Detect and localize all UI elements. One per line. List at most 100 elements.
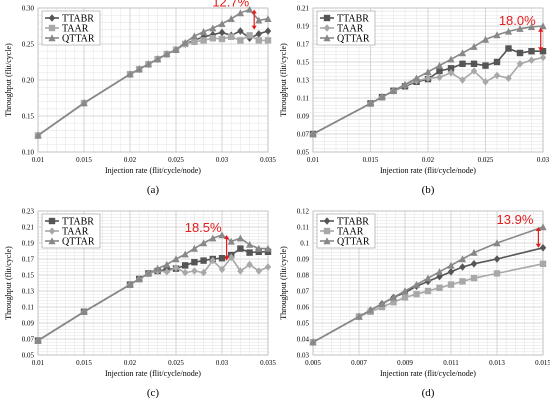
data-point — [200, 239, 208, 247]
data-point — [528, 56, 535, 64]
data-point — [389, 293, 398, 301]
y-tick-label: 0.08 — [297, 272, 310, 280]
data-point — [539, 53, 547, 62]
data-point — [218, 265, 226, 274]
legend-label: TAAR — [337, 24, 364, 35]
data-point — [505, 45, 512, 52]
data-point — [209, 35, 216, 42]
data-point — [255, 37, 262, 44]
legend-marker — [323, 217, 331, 225]
data-point — [209, 234, 217, 242]
x-tick-label: 0.007 — [351, 359, 367, 367]
data-point — [516, 25, 524, 32]
y-tick-label: 0.21 — [22, 224, 35, 232]
data-point — [126, 280, 134, 288]
data-point — [470, 260, 478, 268]
data-point — [470, 275, 478, 282]
data-point — [227, 237, 235, 245]
data-point — [264, 27, 272, 35]
data-point — [34, 131, 42, 139]
x-tick-label: 0.005 — [305, 359, 321, 367]
x-tick-label: 0.025 — [168, 359, 184, 367]
data-point — [191, 259, 198, 266]
y-tick-label: 0.1 — [300, 240, 309, 248]
data-point — [135, 275, 143, 283]
data-point — [412, 280, 421, 288]
x-tick-label: 0.015 — [363, 156, 379, 164]
data-point — [182, 262, 189, 269]
annotation: 18.0% — [499, 13, 544, 52]
y-tick-label: 0.15 — [22, 272, 35, 280]
x-tick-label: 0.015 — [535, 359, 550, 367]
data-point — [366, 306, 375, 314]
data-point — [255, 16, 263, 24]
legend-label: TAAR — [337, 227, 364, 238]
data-point — [447, 69, 455, 77]
data-point — [413, 291, 420, 298]
y-tick-label: 0.25 — [22, 41, 35, 49]
y-axis-label: Throughput (flit/cycle) — [279, 43, 288, 117]
data-point — [80, 99, 88, 107]
x-tick-label: 0.01 — [32, 156, 45, 164]
annotation: 12.7% — [212, 0, 257, 30]
legend-marker — [48, 227, 56, 235]
data-point — [182, 268, 189, 277]
annotation: 13.9% — [497, 212, 541, 248]
data-point — [80, 308, 88, 315]
y-tick-label: 0.21 — [297, 5, 310, 13]
data-point — [172, 46, 180, 53]
data-point — [366, 99, 375, 107]
data-point — [246, 5, 254, 13]
data-point — [459, 278, 466, 285]
y-axis-label: Throughput (flit/cycle) — [279, 246, 288, 320]
data-point — [435, 61, 444, 69]
data-point — [163, 260, 171, 268]
y-tick-label: 0.17 — [22, 256, 35, 264]
x-axis-label: Injection rate (flit/cycle/node) — [105, 369, 201, 378]
data-point — [163, 50, 171, 58]
data-point — [424, 274, 432, 282]
legend-marker — [323, 24, 331, 32]
data-point — [539, 22, 547, 30]
chart-panel: 0.01 0.015 0.02 0.025 0.03 0.05 0.07 0.09 0.11 0.… — [279, 5, 550, 197]
data-point — [218, 20, 226, 28]
data-point — [154, 264, 162, 272]
data-point — [493, 239, 501, 247]
data-point — [237, 37, 244, 44]
data-point — [539, 48, 547, 55]
data-point — [264, 248, 272, 255]
data-point — [218, 28, 226, 37]
chart-panel: 0.01 0.015 0.02 0.025 0.03 0.035 0.05 0.07 0.09 0… — [4, 208, 276, 400]
data-point — [470, 43, 478, 50]
data-point — [264, 263, 272, 271]
y-tick-label: 0.05 — [22, 352, 35, 360]
data-point — [264, 244, 272, 252]
data-point — [135, 65, 143, 73]
data-point — [493, 255, 501, 263]
data-point — [200, 268, 207, 277]
y-tick-label: 0.07 — [297, 288, 310, 296]
series-qttar — [34, 231, 272, 344]
legend-marker — [323, 237, 331, 245]
data-point — [493, 31, 501, 39]
data-point — [200, 257, 207, 264]
x-tick-label: 0.025 — [478, 156, 494, 164]
chart-panel: 0.005 0.007 0.009 0.011 0.013 0.015 0.03 0.04 0.… — [279, 208, 550, 400]
x-tick-label: 0.009 — [397, 359, 413, 367]
data-point — [401, 287, 409, 295]
data-point — [436, 272, 443, 281]
y-tick-label: 0.07 — [22, 336, 35, 344]
legend-marker — [323, 34, 331, 42]
y-tick-label: 0.05 — [297, 320, 310, 328]
data-point — [470, 60, 478, 67]
x-tick-label: 0.03 — [537, 156, 550, 164]
data-point — [539, 260, 547, 267]
data-point — [264, 15, 272, 22]
data-point — [424, 277, 432, 286]
data-point — [154, 55, 162, 63]
data-point — [447, 268, 455, 276]
data-point — [209, 24, 217, 32]
plot-frame — [312, 210, 544, 356]
